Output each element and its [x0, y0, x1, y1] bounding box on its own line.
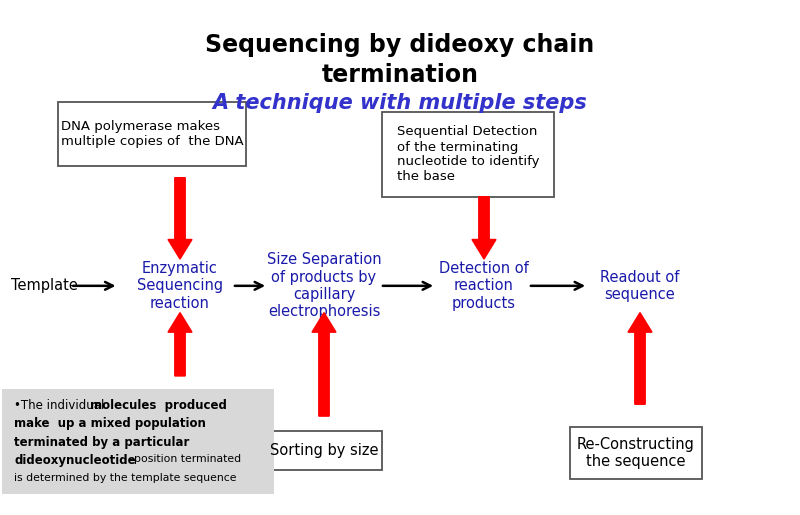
Text: Size Separation
of products by
capillary
electrophoresis: Size Separation of products by capillary… — [266, 252, 382, 319]
FancyBboxPatch shape — [2, 389, 274, 494]
Text: A technique with multiple steps: A technique with multiple steps — [213, 93, 587, 113]
Text: Sequencing by dideoxy chain
termination: Sequencing by dideoxy chain termination — [206, 33, 594, 87]
FancyArrow shape — [312, 313, 336, 416]
Text: Readout of
sequence: Readout of sequence — [600, 270, 680, 302]
FancyBboxPatch shape — [266, 432, 382, 470]
Text: •The individual: •The individual — [14, 399, 109, 411]
Text: make  up a mixed population: make up a mixed population — [14, 417, 206, 430]
Text: dideoxynucleotide: dideoxynucleotide — [14, 454, 136, 467]
Text: Sequential Detection
of the terminating
nucleotide to identify
the base: Sequential Detection of the terminating … — [397, 126, 539, 183]
FancyArrow shape — [472, 197, 496, 259]
Text: Re-Constructing
the sequence: Re-Constructing the sequence — [577, 437, 695, 469]
FancyBboxPatch shape — [382, 112, 554, 197]
Text: –position terminated: –position terminated — [125, 454, 241, 464]
Text: Enzymatic
Sequencing
reaction: Enzymatic Sequencing reaction — [137, 261, 223, 311]
Text: Sorting by size: Sorting by size — [270, 443, 378, 458]
FancyBboxPatch shape — [58, 102, 246, 166]
Text: molecules  produced: molecules produced — [90, 399, 226, 411]
Text: Detection of
reaction
products: Detection of reaction products — [439, 261, 529, 311]
FancyArrow shape — [168, 178, 192, 259]
Text: Template: Template — [10, 278, 78, 294]
Text: terminated by a particular: terminated by a particular — [14, 436, 190, 449]
Text: is determined by the template sequence: is determined by the template sequence — [14, 473, 237, 483]
Text: DNA polymerase makes
multiple copies of  the DNA: DNA polymerase makes multiple copies of … — [61, 120, 243, 148]
FancyArrow shape — [628, 313, 652, 404]
FancyBboxPatch shape — [570, 427, 702, 479]
FancyArrow shape — [168, 313, 192, 376]
